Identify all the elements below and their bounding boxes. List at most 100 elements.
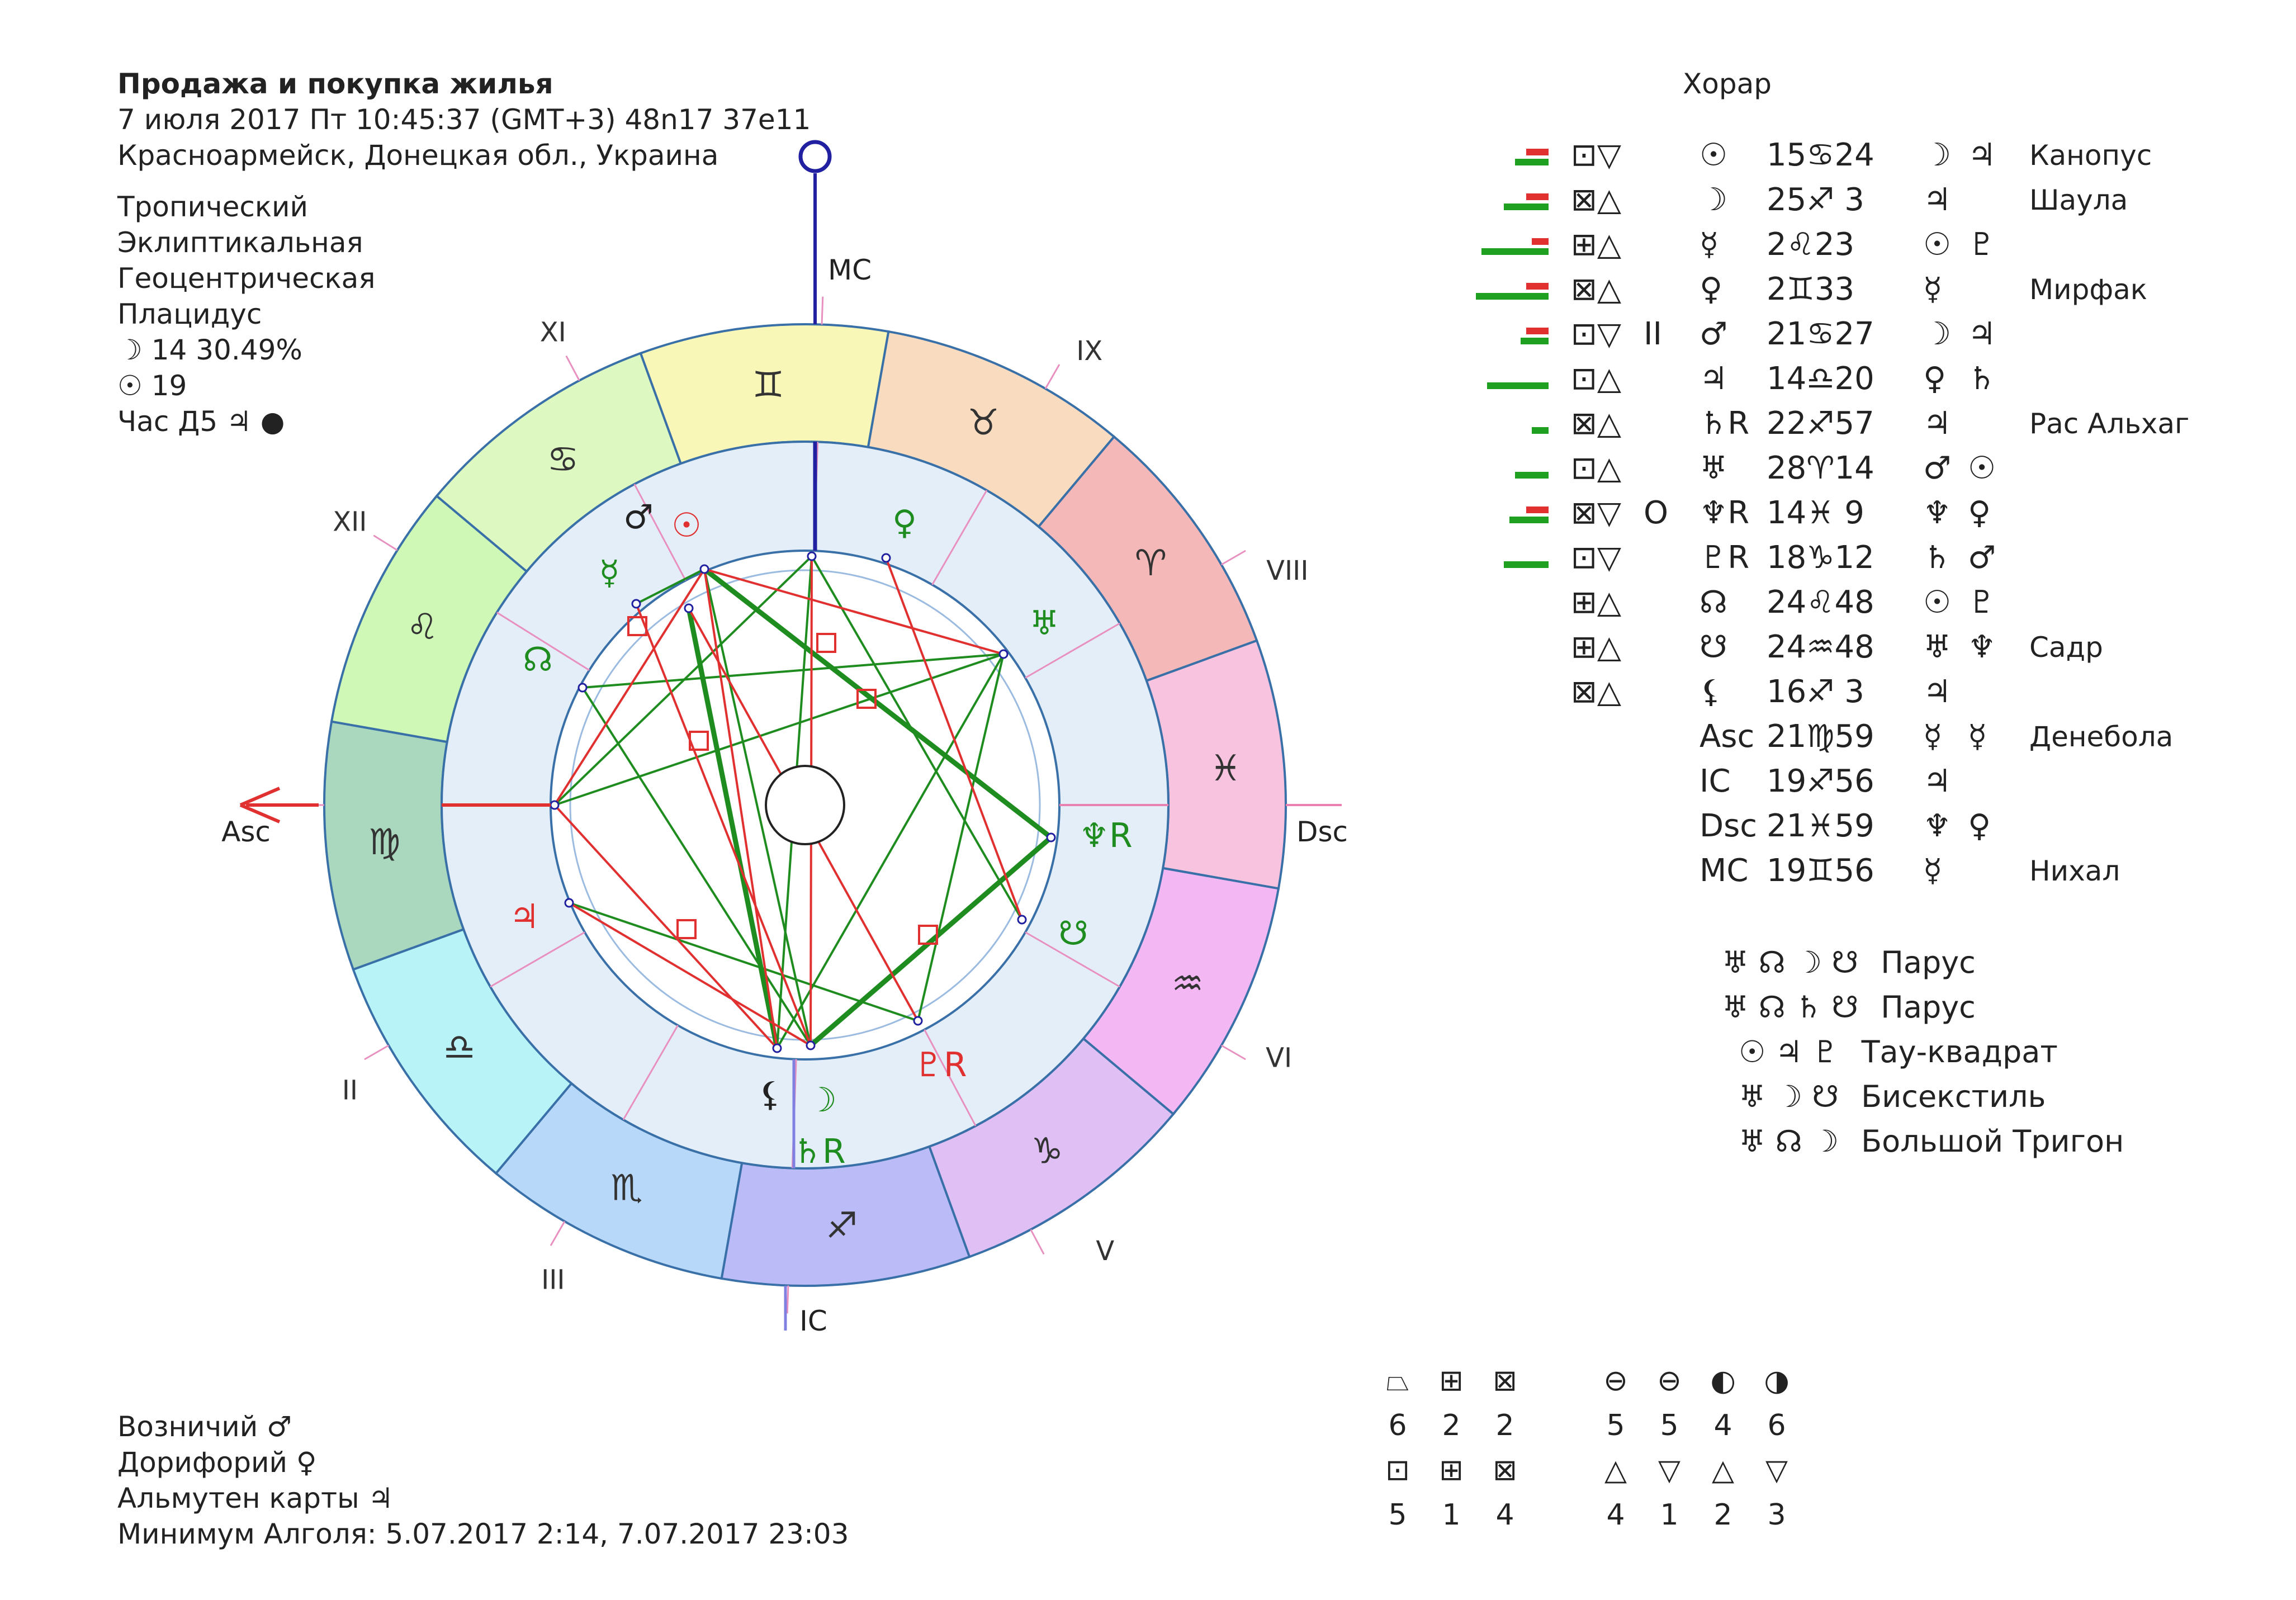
planet-row-aspect: ⊠▽ [1571,495,1621,531]
stat-icon: ⊞ [1439,1454,1464,1487]
planet-row-pos: 2♊33 [1767,271,1855,307]
almuten: Альмутен карты ♃ [117,1482,394,1514]
planet-row-planet: ☿ [1699,226,1719,263]
stat-icon: ⊠ [1493,1454,1517,1487]
zodiac-sign-glyph: ♓ [1209,748,1241,789]
house-system: Плацидус [117,298,262,330]
house-number-label: VIII [1266,555,1308,586]
planet-row-r1: ♃ [1923,763,1952,799]
aspect-line [885,557,1023,920]
house-cusp-tick [821,296,824,325]
planet-glyph: ☋ [1058,914,1088,953]
planet-row-r2: ♀ [1968,495,1991,531]
aspect-point [881,553,891,563]
planet-row-planet: Dsc [1699,808,1758,844]
aspect-point [1046,832,1056,842]
planet-row-aspect: ⊠△ [1571,405,1621,442]
planet-hour: Час Д5 ♃ ● [117,405,285,438]
house-cusp-line [924,1029,977,1126]
planet-row-r2: ♃ [1968,316,1996,352]
zodiac-sign-glyph: ♑ [1031,1130,1063,1172]
planet-row-planet: ♅ [1699,450,1728,486]
planet-row-aspect: ⊡▽ [1571,539,1621,576]
planet-row: ⊞△ ☊ 24♌48 ☉ ♇ [1465,581,2247,624]
planet-row-star: Шаула [2029,184,2128,216]
planet-row-planet: ☊ [1699,584,1727,621]
axis-label: IC [799,1305,827,1337]
aspect-line [703,567,1053,840]
aspect-line [636,568,705,605]
planet-row-r1: ♆ [1923,495,1952,531]
planet-row-r1: ♃ [1923,182,1952,218]
stat-icon: ⊞ [1439,1364,1464,1398]
house-number-label: XI [540,316,566,348]
planet-row-r1: ♂ [1923,450,1952,486]
planet-row-r2: ♀ [1968,808,1991,844]
planet-row-r2: ☿ [1968,718,1987,755]
planet-row-r1: ♅ [1923,629,1952,665]
aspect-point [699,564,709,574]
strength-bar-green [1481,248,1549,255]
planet-row-planet: ♂ [1699,316,1728,352]
coordinate-system: Эклиптикальная [117,226,363,259]
aspect-line [809,835,1053,1048]
zodiac-sign-glyph: ♎ [443,1027,475,1068]
aspect-point [577,683,588,693]
planet-row-r2: ♂ [1968,539,1996,576]
house-cusp-line [496,612,590,671]
figure-glyphs: ♅ ☊ ☽ [1739,1124,1839,1159]
figure-name: Большой Тригон [1861,1124,2124,1159]
planet-row-pos: 21♋27 [1767,316,1874,352]
house-cusp-line [1025,931,1120,988]
planet-row-star: Мирфак [2029,273,2147,306]
planet-row-planet: ♀ [1699,271,1723,307]
planet-row-star: Канопус [2029,139,2152,172]
stat-icon: ▽ [1658,1454,1680,1487]
planet-row: ⊡△ ♃ 14♎20 ♀ ♄ [1465,358,2247,400]
house-number-label: II [342,1075,358,1106]
aspect-line [554,653,1004,806]
stat-value: 1 [1660,1498,1679,1532]
strength-bar-green [1504,203,1549,210]
planet-row-pos: 14♓ 9 [1767,495,1864,531]
stat-icon: ⊖ [1657,1364,1682,1398]
planet-glyph: ♂ [623,498,654,537]
figure-glyphs: ♅ ☊ ☽ ☋ [1722,945,1859,980]
planet-row-star: Нихал [2029,855,2120,887]
house-cusp-tick [1030,1229,1045,1255]
planet-row: ⊞△ ☿ 2♌23 ☉ ♇ [1465,224,2247,266]
house-number-label: IX [1076,335,1102,367]
planet-row: ⊠▽ O ♆R 14♓ 9 ♆ ♀ [1465,492,2247,534]
chart-location: Красноармейск, Донецкая обл., Украина [117,139,719,172]
aspect-point [1017,915,1027,925]
house-cusp-tick [786,1285,789,1314]
planet-row-r1: ♀ [1923,361,1947,397]
planet-row-aspect: ⊡△ [1571,450,1621,486]
planet-row-aspect: ⊞△ [1571,584,1621,621]
planet-row-r2: ♇ [1968,226,1996,263]
house-cusp-line [490,931,585,988]
moon-day: ☽ 14 30.49% [117,334,302,366]
planet-row-r1: ♆ [1923,808,1952,844]
strength-bar-red [1526,283,1549,290]
stat-icon: ⊖ [1603,1364,1628,1398]
planet-row-pos: 21♓59 [1767,808,1874,844]
planet-row-planet: ⚸ [1699,674,1723,710]
axis-label: Asc [221,816,271,848]
mc-marker [798,140,832,173]
planet-row-planet: ☽ [1699,182,1728,218]
planet-glyph: ♀ [892,503,917,542]
house-number-label: XII [333,506,367,537]
figure-glyphs: ♅ ☊ ♄ ☋ [1722,990,1859,1025]
aspect-line [569,902,919,1022]
house-number-label: VI [1266,1043,1292,1074]
planet-row: ⊡△ ♅ 28♈14 ♂ ☉ [1465,447,2247,490]
planet-row-star: Рас Альхаг [2029,408,2190,440]
aspect-figure: ♅ ☊ ☽ Большой Тригон [1739,1124,2124,1159]
aspect-line [581,687,812,1047]
aspect-line [582,653,1004,689]
house-cusp-line [1025,622,1120,679]
center-circle [765,765,845,845]
house-cusp-line [931,490,988,585]
